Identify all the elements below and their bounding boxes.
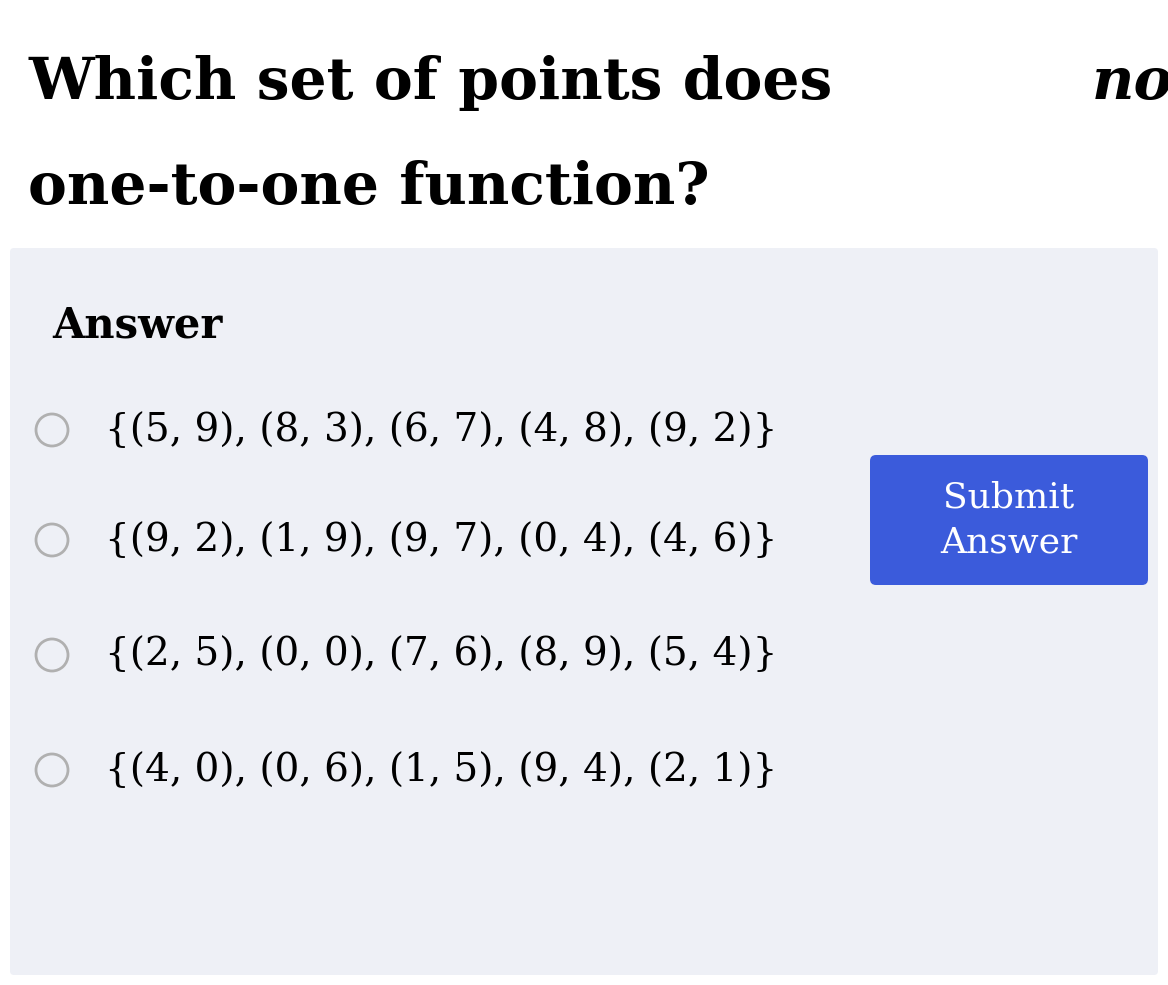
Circle shape [36,524,68,556]
Text: {(2, 5), (0, 0), (7, 6), (8, 9), (5, 4)}: {(2, 5), (0, 0), (7, 6), (8, 9), (5, 4)} [105,636,778,674]
FancyBboxPatch shape [11,248,1157,975]
Circle shape [36,639,68,671]
Circle shape [36,414,68,446]
Text: Which set of points does: Which set of points does [28,55,853,111]
FancyBboxPatch shape [870,455,1148,585]
Text: {(5, 9), (8, 3), (6, 7), (4, 8), (9, 2)}: {(5, 9), (8, 3), (6, 7), (4, 8), (9, 2)} [105,412,778,448]
Text: Submit: Submit [944,481,1075,515]
Circle shape [36,754,68,786]
Text: {(9, 2), (1, 9), (9, 7), (0, 4), (4, 6)}: {(9, 2), (1, 9), (9, 7), (0, 4), (4, 6)} [105,521,778,558]
Text: not: not [1092,55,1168,111]
Text: {(4, 0), (0, 6), (1, 5), (9, 4), (2, 1)}: {(4, 0), (0, 6), (1, 5), (9, 4), (2, 1)} [105,752,777,789]
Text: one-to-one function?: one-to-one function? [28,160,710,216]
Text: Answer: Answer [940,525,1078,559]
Text: Answer: Answer [53,305,222,347]
